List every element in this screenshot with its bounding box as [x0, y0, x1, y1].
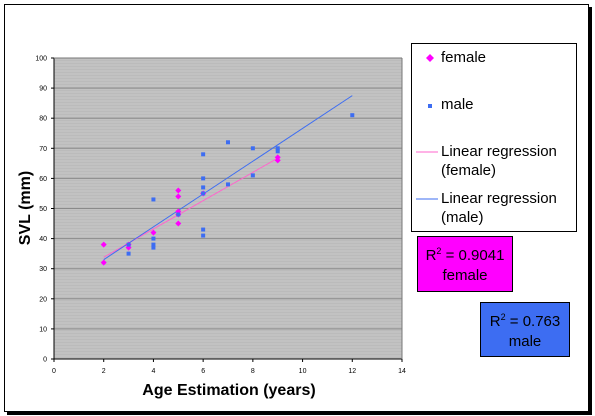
- legend-male-label: male: [441, 96, 474, 113]
- data-point-male-4: [151, 242, 156, 247]
- x-tick-label-12: 12: [348, 368, 356, 375]
- data-point-male-2: [151, 197, 156, 202]
- r2-male-box: R2 = 0.763 male: [480, 302, 570, 357]
- r2-male-label: male: [508, 333, 542, 350]
- legend-regression-male-line: [416, 198, 438, 200]
- data-point-male-15: [250, 146, 255, 151]
- data-point-male-1: [126, 251, 131, 256]
- x-tick-label-4: 4: [151, 368, 155, 375]
- data-point-male-13: [226, 140, 230, 145]
- data-point-female-1: [100, 259, 107, 266]
- data-point-female-5: [175, 187, 182, 194]
- legend-regression-female-line: [416, 151, 438, 153]
- data-point-female-12: [274, 157, 281, 164]
- x-tick-label-2: 2: [102, 368, 106, 375]
- r2-female-label: female: [442, 267, 488, 284]
- y-tick-label-30: 30: [39, 266, 47, 273]
- y-tick-label-50: 50: [39, 206, 47, 213]
- legend-female-label: female: [441, 49, 487, 66]
- data-point-male-8: [201, 176, 206, 181]
- legend-male-marker: [428, 104, 432, 108]
- data-point-male-6: [176, 212, 181, 217]
- legend-regression-female-line2: (female): [441, 162, 497, 179]
- y-tick-label-10: 10: [39, 326, 47, 333]
- data-point-female-9: [175, 220, 182, 227]
- y-tick-label-80: 80: [39, 116, 47, 123]
- x-axis-label: Age Estimation (years): [142, 382, 315, 399]
- legend-female-marker: [426, 54, 434, 62]
- data-point-male-5: [151, 245, 156, 250]
- legend-regression-male-line1: Linear regression: [441, 190, 557, 207]
- x-tick-label-6: 6: [201, 368, 205, 375]
- data-point-male-17: [275, 146, 280, 151]
- axes: [51, 57, 403, 362]
- data-point-female-0: [100, 241, 107, 248]
- data-point-female-6: [175, 193, 182, 200]
- y-tick-label-60: 60: [39, 176, 47, 183]
- tick-labels: 0 10 20 30 40 50 60 70 80 90 100 0 2 4 6 8 10 12 14: [35, 56, 406, 376]
- r2-male-value: R2 = 0.763: [489, 312, 561, 330]
- data-point-male-19: [350, 113, 355, 118]
- data-points: [100, 113, 355, 266]
- data-point-male-18: [275, 149, 280, 154]
- x-tick-label-14: 14: [398, 368, 406, 375]
- data-point-male-11: [201, 227, 206, 232]
- y-tick-label-100: 100: [35, 56, 47, 63]
- y-tick-label-90: 90: [39, 86, 47, 93]
- regression-line-male: [103, 95, 353, 261]
- y-axis-label: SVL (mm): [17, 171, 34, 245]
- y-tick-label-0: 0: [43, 357, 47, 364]
- data-point-female-4: [150, 229, 157, 236]
- legend-regression-male-line2: (male): [441, 209, 484, 226]
- regression-lines: [103, 95, 353, 261]
- data-point-male-9: [201, 185, 206, 190]
- r2-female-value: R2 = 0.9041: [425, 246, 505, 264]
- data-point-male-12: [201, 233, 206, 238]
- legend: female male Linear regression (female) L…: [411, 43, 577, 232]
- y-tick-label-70: 70: [39, 146, 47, 153]
- y-tick-label-20: 20: [39, 296, 47, 303]
- data-point-male-10: [201, 191, 206, 196]
- data-point-male-3: [151, 236, 156, 241]
- x-tick-label-8: 8: [251, 368, 255, 375]
- data-point-male-0: [126, 242, 131, 247]
- data-point-female-11: [274, 154, 281, 161]
- r2-female-box: R2 = 0.9041 female: [417, 236, 513, 292]
- x-tick-label-10: 10: [299, 368, 307, 375]
- x-tick-label-0: 0: [52, 368, 56, 375]
- data-point-male-16: [250, 173, 255, 178]
- data-point-male-14: [226, 182, 230, 187]
- legend-regression-female-line1: Linear regression: [441, 143, 557, 160]
- data-point-male-7: [201, 152, 206, 157]
- y-tick-label-40: 40: [39, 236, 47, 243]
